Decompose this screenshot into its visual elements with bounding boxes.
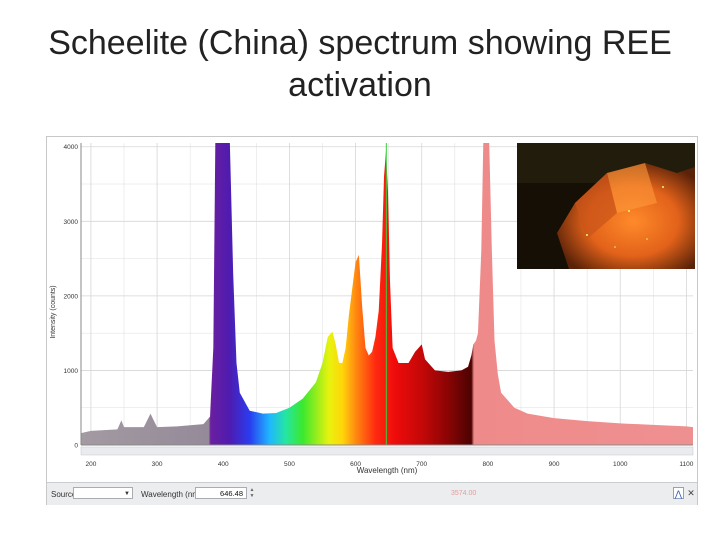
x-tick-label: 700	[416, 461, 427, 468]
peak-tool-icon[interactable]: ⋀	[673, 487, 684, 499]
y-tick-label: 2000	[64, 293, 79, 300]
close-icon[interactable]: ✕	[687, 488, 695, 498]
x-tick-label: 800	[482, 461, 493, 468]
x-tick-labels: 200 300 400 500 600 700 800 900 1000 1100	[85, 461, 693, 468]
y-tick-labels: 0 1000 2000 3000 4000	[64, 144, 79, 449]
spectrometer-toolbar: Source: ▼ Wavelength (nm): 646.48 ▲ ▼ 357…	[47, 482, 697, 505]
spectrum-area	[81, 143, 693, 445]
spectrum-chart: 200 300 400 500 600 700 800 900 1000 1100 0100020…	[50, 143, 694, 475]
y-tick-label: 3000	[64, 219, 79, 226]
intensity-readout: 3574.00	[451, 490, 477, 497]
x-tick-label: 300	[152, 461, 163, 468]
source-label: Source:	[51, 490, 79, 499]
wavelength-stepper[interactable]: ▲ ▼	[249, 487, 255, 499]
fluorescing-mineral-photo	[517, 143, 695, 269]
x-tick-label: 200	[85, 461, 96, 468]
y-tick-label: 1000	[64, 368, 79, 375]
spectrometer-window: 200 300 400 500 600 700 800 900 1000 1100 0 1000 20…	[46, 136, 698, 505]
x-tick-label: 600	[350, 461, 361, 468]
y-tick-label: 0	[74, 443, 78, 450]
source-select[interactable]: ▼	[73, 487, 133, 499]
slide-title: Scheelite (China) spectrum showing REE a…	[48, 24, 672, 104]
axes	[80, 143, 694, 456]
chevron-down-icon: ▼	[124, 491, 130, 497]
x-axis-label: Wavelength (nm)	[357, 466, 418, 475]
y-axis-label: Intensity (counts)	[50, 285, 57, 338]
y-tick-label: 4000	[64, 144, 79, 151]
mineral-photo-art	[517, 143, 695, 269]
spectrum-area-group	[81, 143, 693, 445]
wavelength-input[interactable]: 646.48	[195, 487, 247, 499]
x-tick-label: 1100	[679, 461, 693, 468]
x-tick-label: 400	[218, 461, 229, 468]
x-tick-label: 1000	[613, 461, 628, 468]
x-tick-label: 500	[284, 461, 295, 468]
x-tick-label: 900	[549, 461, 560, 468]
wavelength-label: Wavelength (nm):	[141, 490, 204, 499]
horizontal-scrollbar[interactable]	[80, 446, 694, 456]
